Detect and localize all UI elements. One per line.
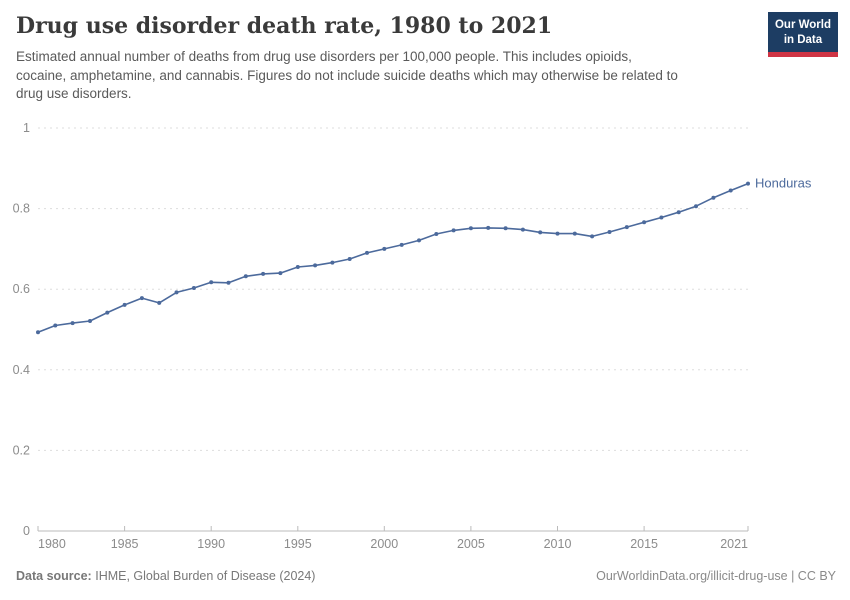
owid-logo-line2: in Data: [783, 33, 823, 46]
data-point[interactable]: [538, 230, 543, 235]
data-point[interactable]: [555, 231, 560, 236]
data-point[interactable]: [191, 286, 196, 290]
owid-logo-line1: Our World: [774, 19, 831, 31]
data-point[interactable]: [607, 230, 612, 234]
data-point[interactable]: [278, 271, 283, 276]
data-point[interactable]: [209, 280, 214, 285]
data-point[interactable]: [105, 310, 110, 315]
y-tick-label: 0.8: [13, 202, 30, 216]
y-tick-label: 0.4: [13, 363, 30, 377]
chart-header: Drug use disorder death rate, 1980 to 20…: [16, 13, 756, 104]
series-line[interactable]: [37, 182, 749, 334]
chart-footer: Data source: IHME, Global Burden of Dise…: [16, 569, 836, 583]
data-point[interactable]: [486, 225, 491, 230]
license-link[interactable]: OurWorldinData.org/illicit-drug-use | CC…: [596, 569, 836, 583]
data-point[interactable]: [122, 302, 127, 307]
subtitle-line: cocaine, amphetamine, and cannabis. Figu…: [16, 67, 678, 83]
data-point[interactable]: [347, 257, 352, 261]
x-tick-label: 2015: [630, 537, 658, 551]
data-point[interactable]: [243, 274, 248, 279]
data-point[interactable]: [659, 215, 664, 220]
y-tick-label: 0.2: [13, 443, 30, 457]
x-tick-label: 1995: [284, 537, 312, 551]
data-point[interactable]: [746, 181, 750, 186]
x-tick-label: 2005: [457, 537, 485, 551]
data-point[interactable]: [88, 319, 92, 323]
data-point[interactable]: [728, 188, 733, 193]
data-point[interactable]: [295, 265, 300, 269]
data-point[interactable]: [590, 234, 595, 239]
data-point[interactable]: [313, 263, 318, 268]
data-point[interactable]: [624, 225, 629, 230]
data-point[interactable]: [36, 330, 40, 335]
data-point[interactable]: [451, 228, 456, 233]
data-point[interactable]: [261, 271, 266, 276]
data-point[interactable]: [434, 232, 439, 236]
data-source-value[interactable]: IHME, Global Burden of Disease (2024): [95, 569, 316, 583]
data-point[interactable]: [520, 227, 525, 232]
data-source-label: Data source:: [16, 569, 92, 583]
data-source: Data source: IHME, Global Burden of Dise…: [16, 569, 315, 583]
data-point[interactable]: [330, 260, 335, 265]
data-point[interactable]: [139, 296, 144, 301]
data-point[interactable]: [70, 321, 75, 326]
data-point[interactable]: [694, 204, 698, 209]
data-point[interactable]: [642, 220, 647, 225]
data-point[interactable]: [468, 226, 473, 231]
entity-label[interactable]: Honduras: [755, 176, 812, 191]
y-tick-label: 0: [23, 524, 30, 538]
data-point[interactable]: [174, 290, 179, 295]
data-point[interactable]: [382, 246, 387, 251]
data-point[interactable]: [365, 250, 369, 255]
data-point[interactable]: [572, 231, 577, 236]
data-point[interactable]: [711, 195, 716, 200]
x-tick-label: 2010: [544, 537, 572, 551]
data-point[interactable]: [676, 210, 681, 215]
data-point[interactable]: [399, 242, 404, 247]
subtitle-line: drug use disorders.: [16, 86, 132, 101]
x-tick-label: 1985: [111, 537, 139, 551]
owid-logo[interactable]: Our World in Data: [767, 12, 838, 57]
data-point[interactable]: [53, 323, 58, 328]
subtitle-line: Estimated annual number of deaths from d…: [16, 49, 632, 64]
x-tick-label: 1980: [38, 537, 66, 551]
data-point[interactable]: [417, 238, 421, 243]
data-point[interactable]: [226, 280, 231, 285]
x-tick-label: 2021: [720, 537, 748, 551]
x-tick-label: 2000: [370, 537, 398, 551]
chart-subtitle: Estimated annual number of deaths from d…: [16, 48, 756, 104]
y-tick-label: 0.6: [13, 282, 30, 296]
data-point[interactable]: [503, 226, 508, 231]
x-tick-label: 1990: [197, 537, 225, 551]
y-tick-label: 1: [23, 121, 30, 135]
data-point[interactable]: [157, 300, 162, 305]
page-title: Drug use disorder death rate, 1980 to 20…: [16, 13, 553, 39]
